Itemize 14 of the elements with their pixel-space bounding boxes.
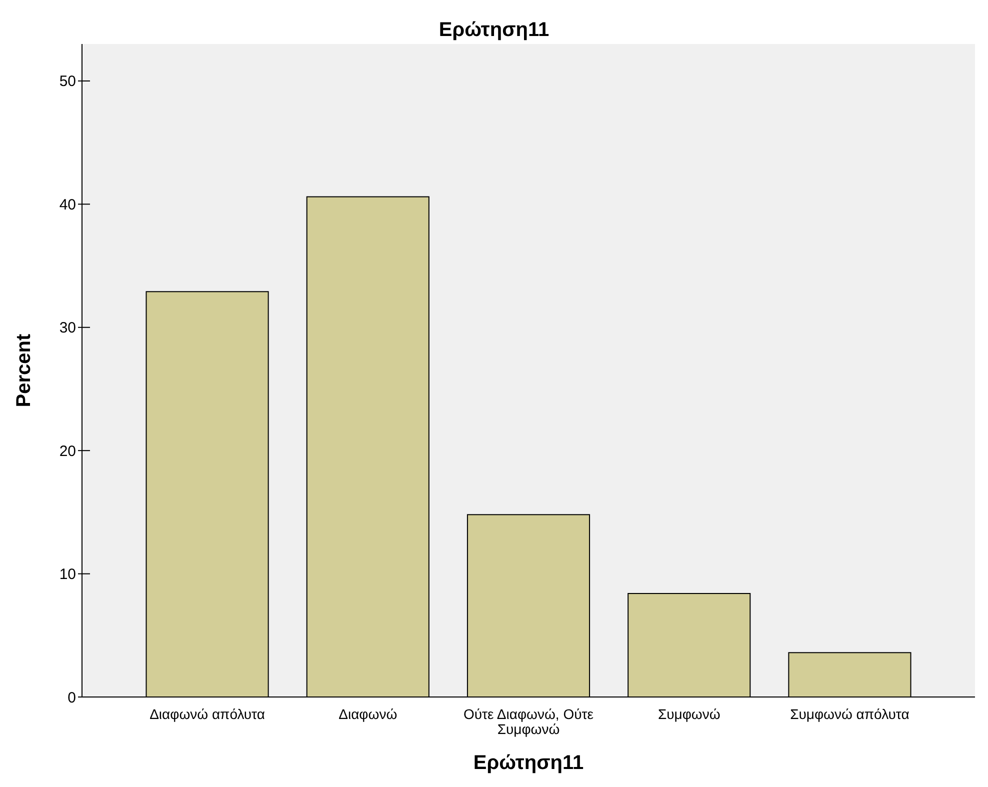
y-tick-label: 0 xyxy=(68,689,76,706)
x-tick-label: Διαφωνώ απόλυτα xyxy=(150,706,265,722)
x-tick-label: Συμφωνώ απόλυτα xyxy=(790,706,910,722)
y-tick-label: 10 xyxy=(59,566,76,584)
y-tick-label: 20 xyxy=(59,442,76,460)
x-axis-title: Ερώτηση11 xyxy=(473,752,584,774)
x-tick-label: Συμφωνώ xyxy=(658,706,720,722)
y-tick-label: 30 xyxy=(59,320,76,337)
y-tick-label: 50 xyxy=(59,73,76,90)
y-tick-label: 40 xyxy=(59,196,76,214)
y-axis-title: Percent xyxy=(13,333,35,408)
chart-title: Ερώτηση11 xyxy=(438,19,550,41)
x-tick-label: Διαφωνώ xyxy=(338,706,398,722)
x-tick-label: Ούτε Διαφωνώ, Ούτε Συμφωνώ xyxy=(463,706,594,737)
